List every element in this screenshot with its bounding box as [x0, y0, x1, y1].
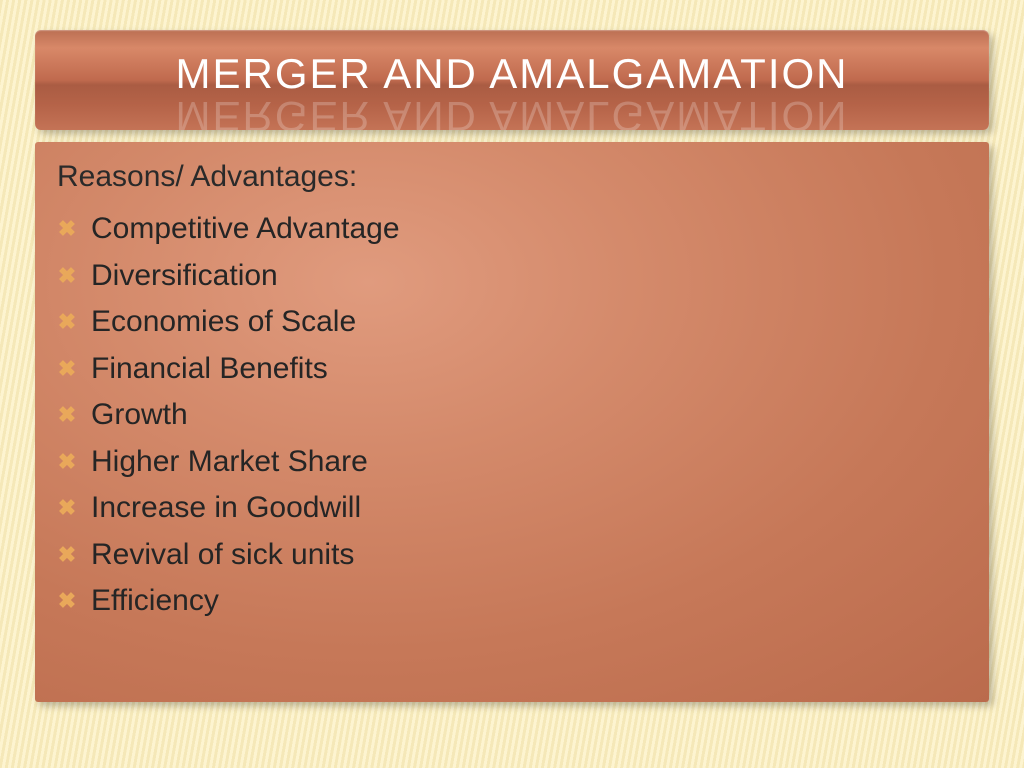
list-item-label: Revival of sick units — [91, 532, 354, 579]
bullet-icon: ✖ — [57, 538, 77, 572]
list-item: ✖ Growth — [57, 392, 967, 439]
content-box: Reasons/ Advantages: ✖ Competitive Advant… — [35, 142, 989, 702]
bullet-list: ✖ Competitive Advantage ✖ Diversification ✖ E… — [57, 206, 967, 625]
bullet-icon: ✖ — [57, 259, 77, 293]
bullet-icon: ✖ — [57, 584, 77, 618]
list-item-label: Competitive Advantage — [91, 206, 400, 253]
list-item-label: Financial Benefits — [91, 346, 328, 393]
bullet-icon: ✖ — [57, 352, 77, 386]
slide-title-reflection: MERGER AND AMALGAMATION — [35, 92, 989, 130]
list-item: ✖ Higher Market Share — [57, 439, 967, 486]
list-item-label: Diversification — [91, 253, 278, 300]
list-item-label: Growth — [91, 392, 188, 439]
list-item: ✖ Competitive Advantage — [57, 206, 967, 253]
subtitle: Reasons/ Advantages: — [57, 160, 967, 194]
list-item: ✖ Increase in Goodwill — [57, 485, 967, 532]
list-item-label: Economies of Scale — [91, 299, 356, 346]
list-item: ✖ Financial Benefits — [57, 346, 967, 393]
list-item: ✖ Revival of sick units — [57, 532, 967, 579]
list-item-label: Efficiency — [91, 578, 219, 625]
list-item-label: Increase in Goodwill — [91, 485, 361, 532]
bullet-icon: ✖ — [57, 445, 77, 479]
bullet-icon: ✖ — [57, 305, 77, 339]
bullet-icon: ✖ — [57, 491, 77, 525]
bullet-icon: ✖ — [57, 398, 77, 432]
list-item-label: Higher Market Share — [91, 439, 368, 486]
title-bar: MERGER AND AMALGAMATION MERGER AND AMALG… — [35, 30, 989, 130]
list-item: ✖ Economies of Scale — [57, 299, 967, 346]
list-item: ✖ Diversification — [57, 253, 967, 300]
bullet-icon: ✖ — [57, 212, 77, 246]
slide-title: MERGER AND AMALGAMATION — [35, 30, 989, 98]
list-item: ✖ Efficiency — [57, 578, 967, 625]
